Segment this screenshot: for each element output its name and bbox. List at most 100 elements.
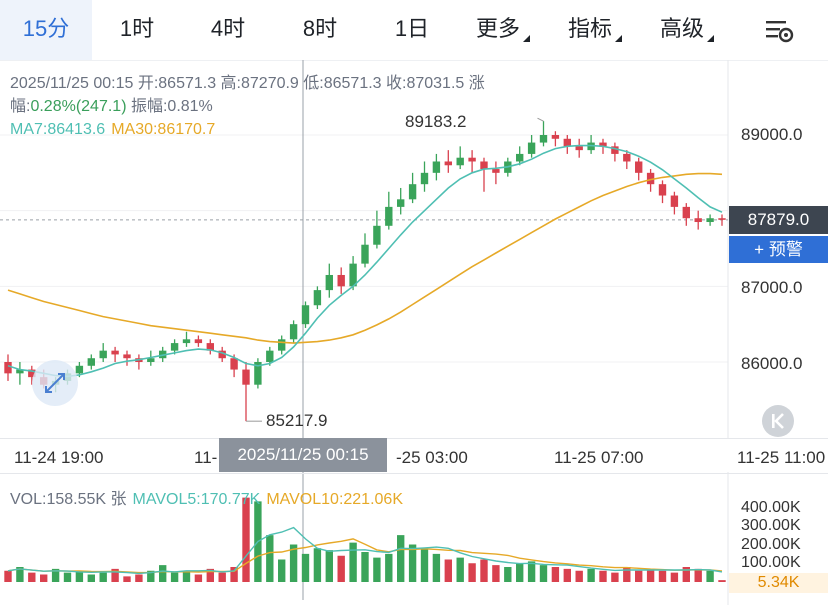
volume-bar	[135, 574, 143, 582]
volume-bar	[147, 570, 155, 582]
volume-bar	[444, 559, 452, 582]
volume-bar	[694, 568, 702, 582]
volume-bar	[242, 497, 250, 582]
volume-bar	[63, 572, 72, 582]
time-label: 11-24 19:00	[14, 448, 104, 467]
candle-body	[206, 343, 214, 351]
volume-bar	[611, 572, 619, 582]
time-label: -25 03:00	[396, 448, 468, 467]
candle-body	[397, 199, 405, 207]
time-label: 11-	[194, 448, 218, 467]
candle-body	[599, 142, 607, 147]
volume-bar	[159, 565, 167, 582]
candle-body	[408, 184, 417, 200]
candle-body	[646, 172, 655, 185]
candle-body	[480, 161, 488, 170]
volume-bar	[516, 563, 524, 582]
volume-bar	[87, 574, 95, 582]
tab-indicators[interactable]: 指标	[550, 0, 640, 60]
tab-1h[interactable]: 1时	[119, 16, 155, 41]
candle-body	[218, 350, 226, 359]
candle-body	[623, 153, 631, 162]
volume-bar	[278, 559, 286, 582]
candle-body	[75, 365, 84, 374]
candle-body	[123, 354, 131, 359]
volume-bar	[123, 576, 131, 582]
candle-body	[682, 206, 690, 219]
tab-15min[interactable]: 15分	[0, 0, 92, 60]
ohlc-line: 2025/11/25 00:15 开:86571.3 高:87270.9 低:8…	[10, 75, 485, 92]
candle-body	[182, 339, 191, 344]
settings-sliders-icon[interactable]	[764, 16, 796, 44]
candle-body	[563, 138, 571, 147]
mavol5-line	[7, 526, 723, 575]
volume-bar	[456, 557, 464, 582]
ma7-line	[7, 144, 723, 378]
volume-bar	[635, 570, 643, 582]
volume-bar	[206, 568, 214, 582]
candle-body	[4, 362, 12, 374]
low-price-label: 85217.9	[266, 411, 328, 430]
candle-body	[337, 274, 345, 287]
volume-bar	[646, 568, 655, 582]
candle-body	[16, 369, 24, 374]
volume-bar	[408, 544, 417, 582]
current-volume-tag: 5.34K	[729, 573, 828, 593]
volume-bar	[420, 548, 429, 582]
candle-body	[635, 161, 643, 173]
scroll-to-latest-button[interactable]	[762, 405, 794, 437]
tab-8h[interactable]: 8时	[302, 16, 338, 41]
candle-body	[254, 362, 262, 385]
tab-advanced[interactable]: 高级	[642, 0, 732, 60]
candle-body	[575, 146, 583, 151]
high-leader-line	[537, 117, 544, 122]
tab-4h[interactable]: 4时	[210, 16, 246, 41]
candle-body	[170, 343, 179, 351]
tab-more-label: 更多	[475, 16, 520, 41]
volume-bar	[587, 568, 595, 582]
candle-body	[611, 146, 619, 154]
volume-bar	[432, 553, 441, 582]
candle-body	[444, 161, 452, 166]
volume-bar	[563, 568, 571, 582]
candle-body	[468, 157, 476, 162]
time-label: 11-25 07:00	[554, 448, 644, 467]
candle-body	[28, 369, 36, 378]
volume-bar	[551, 567, 560, 582]
volume-axis-label: 100.00K	[741, 554, 801, 571]
tab-more[interactable]: 更多	[458, 0, 548, 60]
candle-body	[87, 358, 95, 366]
ohlc-info-panel: 2025/11/25 00:15 开:86571.3 高:87270.9 低:8…	[10, 72, 610, 141]
ma30-value: MA30:86170.7	[111, 121, 216, 138]
candle-body	[301, 305, 310, 325]
candle-body	[242, 369, 250, 385]
volume-bar	[682, 567, 690, 582]
volume-bar	[349, 542, 357, 582]
candle-body	[349, 263, 357, 287]
dropdown-triangle-icon	[523, 35, 530, 42]
volume-bar	[623, 567, 631, 582]
volume-bar	[75, 570, 84, 582]
candle-body	[527, 142, 536, 154]
candle-body	[111, 350, 119, 355]
candle-body	[516, 153, 524, 162]
volume-bar	[289, 544, 298, 582]
y-axis-label: 87000.0	[741, 278, 803, 297]
candle-body	[99, 350, 107, 359]
add-alert-button[interactable]: + 预警	[729, 236, 828, 263]
candle-body	[706, 218, 714, 223]
candle-body	[492, 169, 500, 173]
time-label: 11-25 11:00	[737, 448, 826, 467]
volume-axis-label: 400.00K	[741, 499, 801, 516]
y-axis-label: 86000.0	[741, 354, 803, 373]
vol-value: VOL:158.55K 张	[10, 491, 127, 508]
volume-bar	[575, 570, 583, 582]
candle-body	[289, 324, 298, 340]
tab-1d[interactable]: 1日	[394, 16, 430, 41]
ma30-line	[7, 172, 723, 344]
time-axis: 11-24 19:00 11- -25 03:00 11-25 07:00 11…	[0, 438, 828, 474]
volume-axis-label: 200.00K	[741, 536, 801, 553]
candle-body	[718, 218, 726, 220]
change-line: 幅:0.28%(247.1) 振幅:0.81%	[10, 95, 610, 118]
